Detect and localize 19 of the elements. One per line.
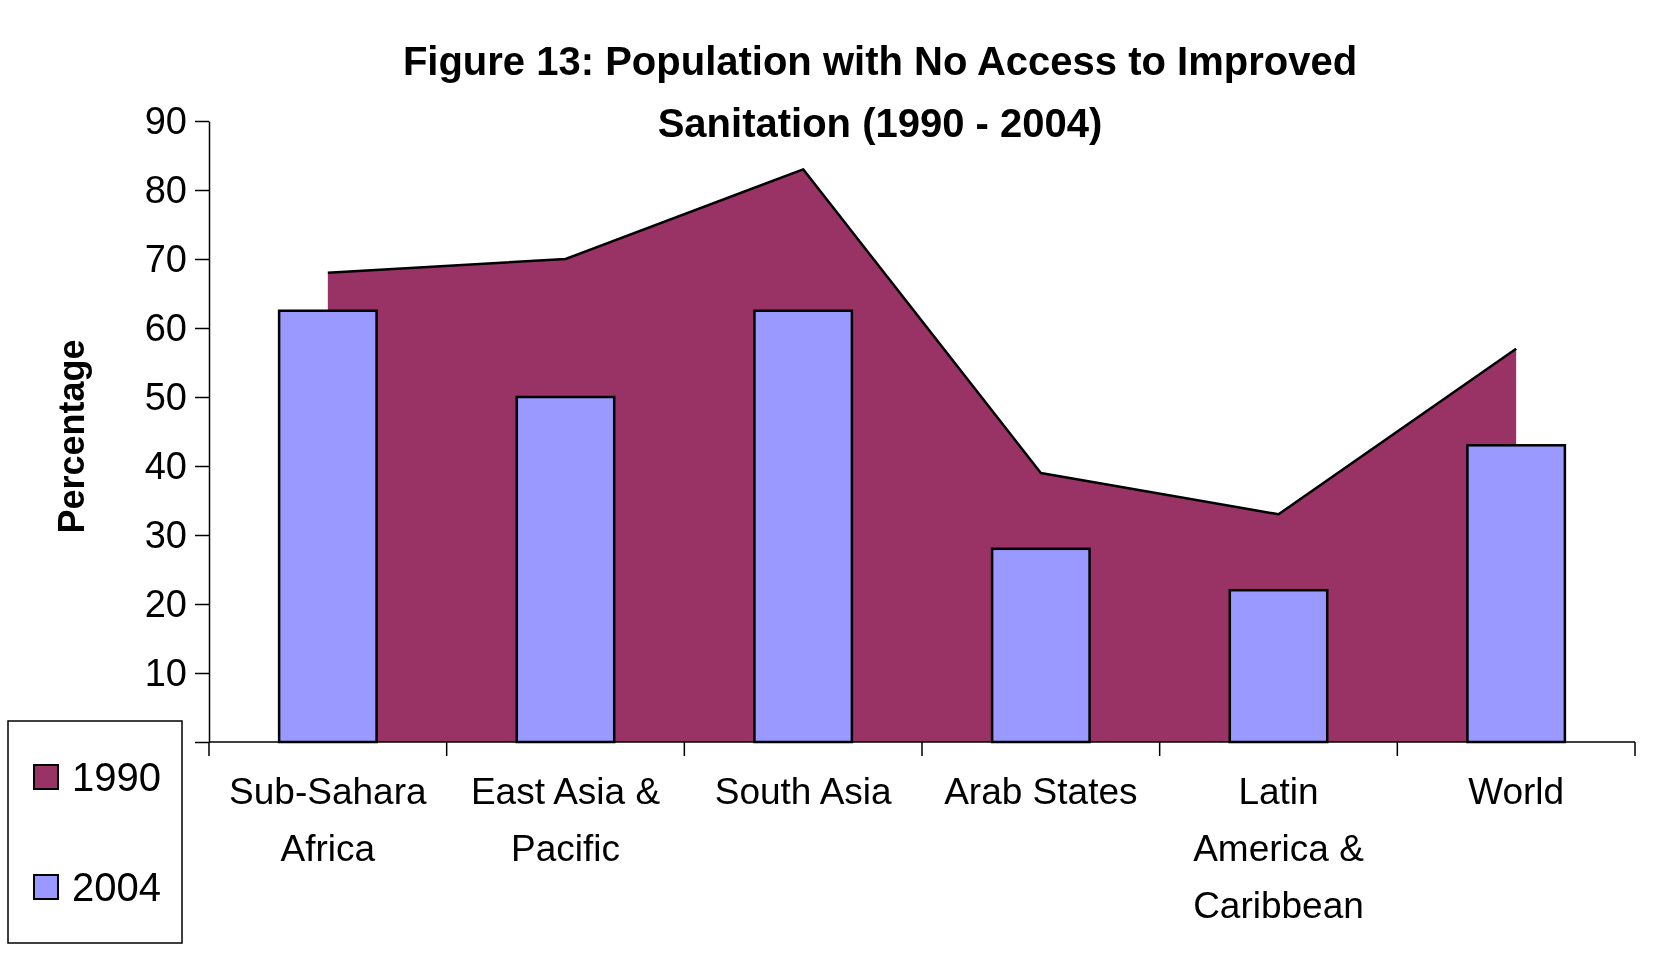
y-axis-title: Percentage <box>51 339 92 534</box>
y-tick-label: 30 <box>144 513 187 556</box>
y-tick-label: 60 <box>144 306 187 349</box>
y-tick-label: 70 <box>144 237 187 280</box>
y-tick-label: 50 <box>144 375 187 418</box>
x-tick-label: South Asia <box>714 771 893 812</box>
legend-label: 2004 <box>72 865 161 909</box>
y-tick-label: 80 <box>144 168 187 211</box>
y-tick-label: 90 <box>144 99 187 142</box>
x-tick-label: Latin America & Caribbean <box>1193 771 1365 926</box>
y-tick-label: 40 <box>144 444 187 487</box>
x-tick-label: Arab States <box>944 771 1138 812</box>
legend-label: 1990 <box>72 755 161 799</box>
x-tick-label: Sub-Sahara Africa <box>229 771 427 869</box>
x-tick-label: East Asia & Pacific <box>470 771 661 869</box>
y-tick-label: 10 <box>144 651 187 694</box>
chart-title: Figure 13: Population with No Access to Improved Sanitation (1990 - 2004) <box>402 39 1358 145</box>
x-tick-label: World <box>1468 771 1565 812</box>
y-tick-label: 20 <box>144 582 187 625</box>
